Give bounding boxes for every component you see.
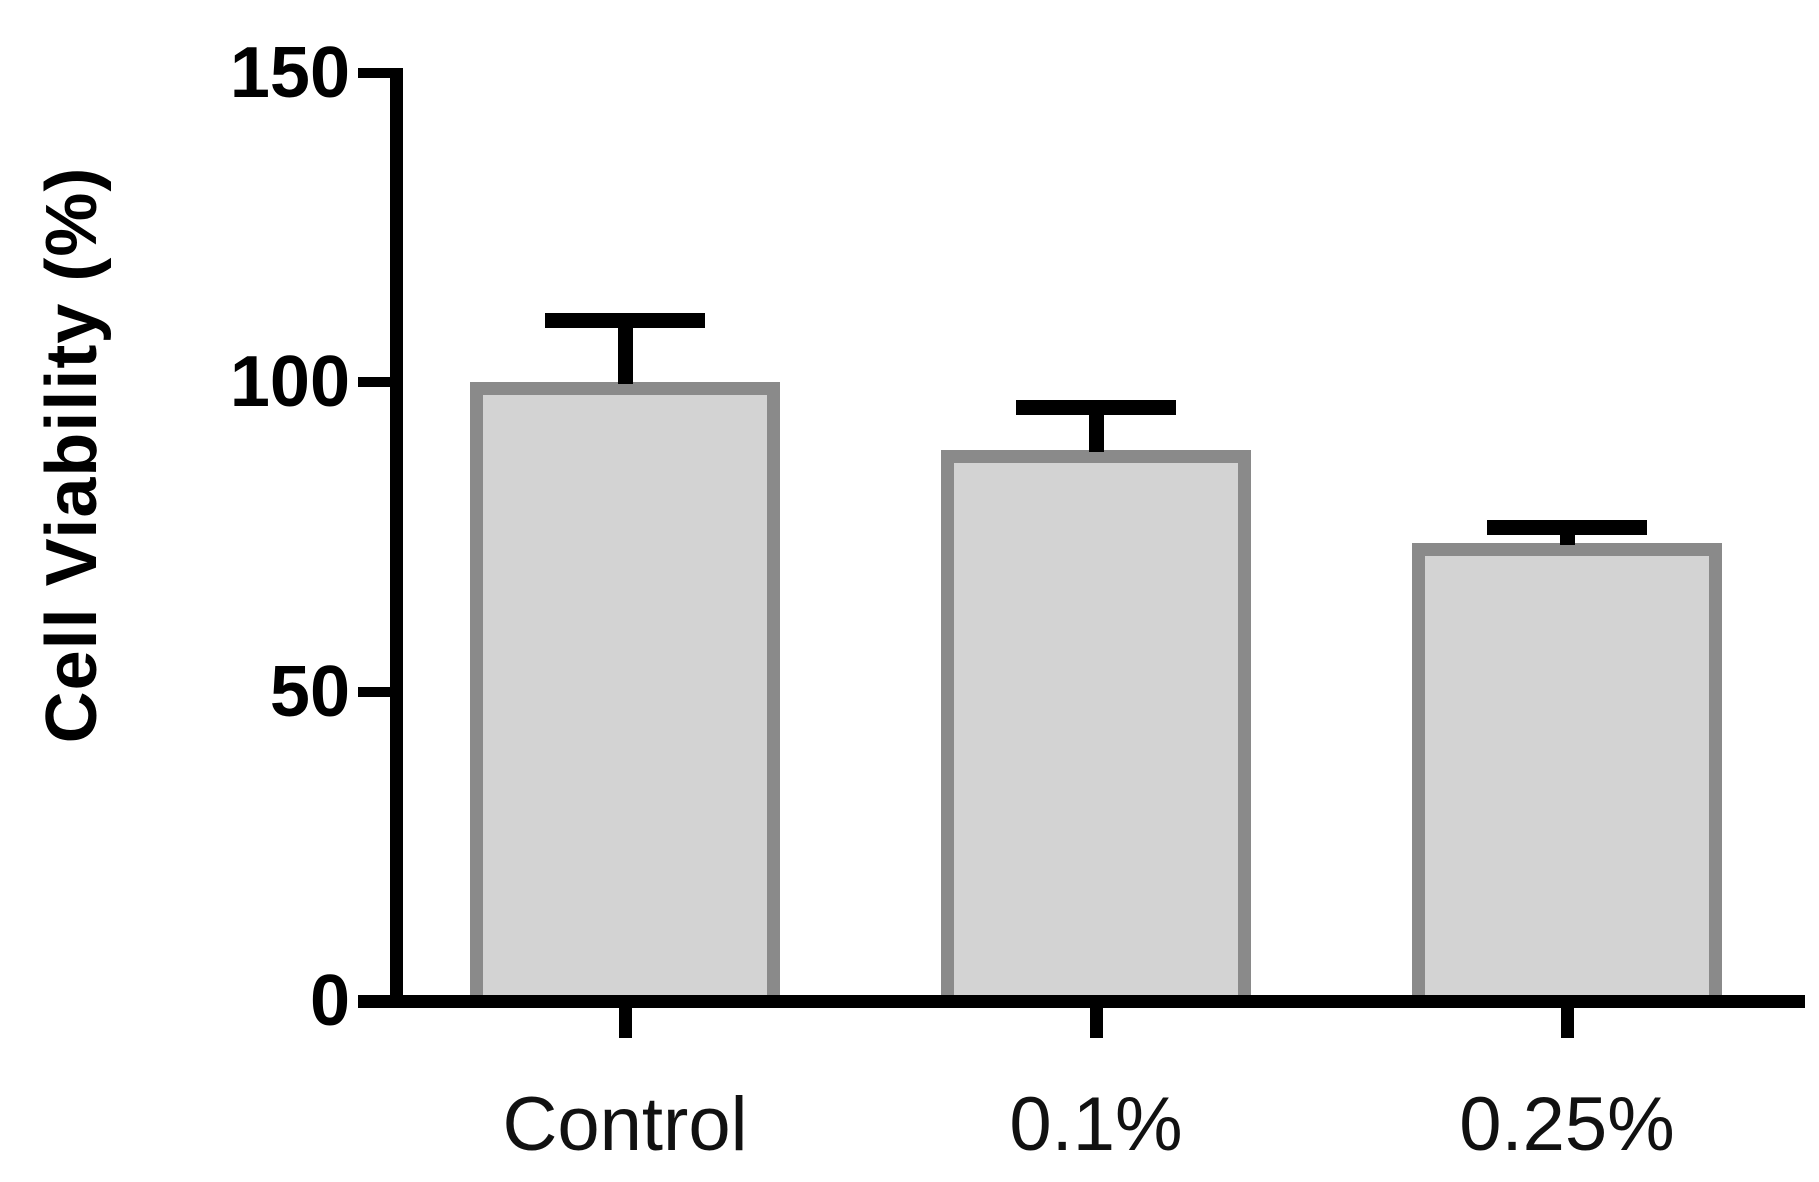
- y-tick-label-50: 50: [269, 651, 350, 732]
- x-tick-2: [1089, 1007, 1103, 1038]
- y-tick-label-150: 150: [229, 33, 350, 113]
- y-axis-line: [390, 68, 403, 1008]
- y-tick-150: [358, 68, 390, 78]
- error-bar-cap-3: [1487, 520, 1647, 536]
- error-bar-cap-2: [1016, 399, 1176, 415]
- bar-0-1-: [941, 450, 1251, 1001]
- y-tick-label-0: 0: [309, 961, 350, 1041]
- x-tick-3: [1560, 1007, 1574, 1038]
- y-tick-label-100: 100: [229, 342, 350, 423]
- x-axis-line: [358, 995, 1805, 1008]
- bar-0-25-: [1412, 543, 1722, 1001]
- error-bar-stem-2: [1088, 407, 1104, 453]
- bar-control: [470, 382, 780, 1001]
- y-tick-50: [358, 686, 390, 697]
- x-tick-1: [618, 1007, 632, 1038]
- error-bar-cap-1: [545, 312, 705, 328]
- x-category-label-3: 0.25%: [1459, 1082, 1675, 1167]
- x-category-label-1: Control: [502, 1082, 748, 1167]
- y-tick-100: [358, 377, 390, 388]
- error-bar-stem-1: [617, 320, 633, 385]
- x-category-label-2: 0.1%: [1009, 1082, 1183, 1167]
